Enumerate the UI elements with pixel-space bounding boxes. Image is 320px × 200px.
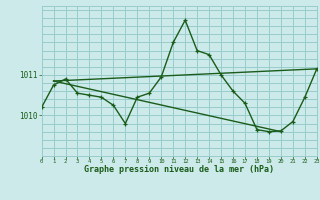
X-axis label: Graphe pression niveau de la mer (hPa): Graphe pression niveau de la mer (hPa) — [84, 165, 274, 174]
